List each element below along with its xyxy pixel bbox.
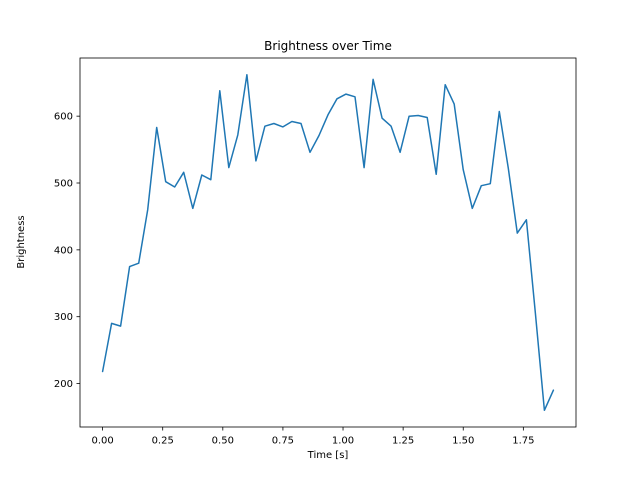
y-tick-label: 300 — [54, 312, 73, 323]
x-tick-label: 1.50 — [452, 436, 474, 447]
y-tick-label: 400 — [54, 245, 73, 256]
x-tick-label: 1.25 — [392, 436, 414, 447]
y-tick-label: 500 — [54, 179, 73, 190]
x-tick-label: 0.00 — [91, 436, 113, 447]
y-tick-label: 600 — [54, 112, 73, 123]
y-tick-label: 200 — [54, 379, 73, 390]
x-tick-label: 0.75 — [272, 436, 294, 447]
x-tick-label: 1.00 — [332, 436, 354, 447]
x-tick-label: 1.75 — [512, 436, 534, 447]
axes-spines — [79, 57, 577, 428]
brightness-line — [101, 73, 555, 412]
x-tick-label: 0.25 — [152, 436, 174, 447]
x-axis-label: Time [s] — [307, 450, 349, 461]
x-tick-label: 0.50 — [212, 436, 234, 447]
chart-title: Brightness over Time — [264, 39, 392, 53]
